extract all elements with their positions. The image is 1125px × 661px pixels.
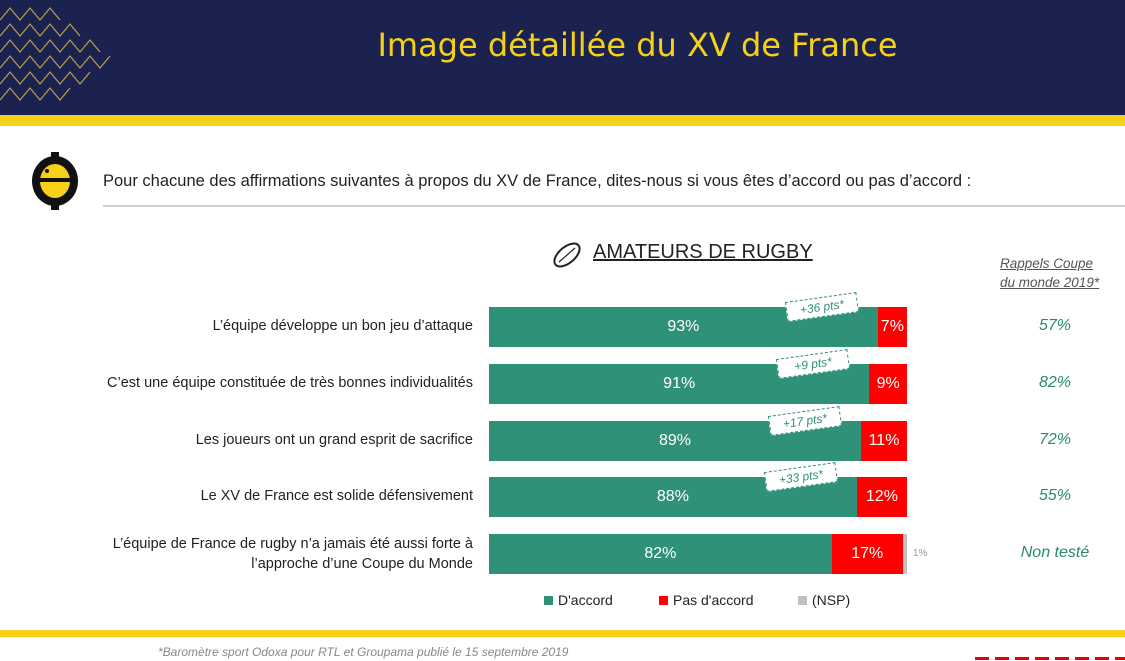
bar-pas-accord: 11% (861, 421, 907, 461)
bar-value-label: 93% (667, 318, 700, 335)
question-divider (103, 205, 1125, 207)
header-accent-band (0, 115, 1125, 126)
bar-value-label: 9% (876, 375, 900, 392)
rappel-header-line2: du monde 2019* (1000, 275, 1100, 290)
row-label: Les joueurs ont un grand esprit de sacri… (195, 432, 473, 448)
rappel-value: 57% (1038, 317, 1072, 334)
row-label: C’est une équipe constituée de très bonn… (107, 375, 473, 391)
rappel-header: Rappels Coupe du monde 2019* (1000, 254, 1099, 292)
rappel-value: 82% (1038, 374, 1072, 391)
row-label: Le XV de France est solide défensivement (200, 488, 473, 504)
bar-value-label: 17% (851, 545, 884, 562)
odoxa-logo-icon (32, 152, 78, 210)
bar-value-label: 91% (663, 375, 696, 392)
legend-swatch-nsp (798, 596, 807, 605)
legend-swatch-pas-accord (659, 596, 668, 605)
legend-label-nsp: (NSP) (812, 592, 851, 608)
bar-value-label: 12% (865, 488, 898, 505)
red-dashed-decoration (975, 657, 1125, 660)
bar-value-label: 88% (656, 488, 689, 505)
rappel-value: 55% (1038, 487, 1072, 504)
legend-label-accord: D'accord (558, 592, 613, 608)
bar-nsp (902, 534, 907, 574)
row-label: L’équipe développe un bon jeu d’attaque (212, 318, 473, 334)
source-footnote: *Baromètre sport Odoxa pour RTL et Group… (158, 645, 569, 659)
footer-accent-band (0, 630, 1125, 637)
row-label: L’équipe de France de rugby n’a jamais é… (112, 536, 473, 572)
bar-value-label: 82% (644, 545, 677, 562)
chevron-pattern-decoration (0, 7, 111, 101)
legend-nsp: (NSP) (798, 592, 850, 608)
bar-accord: 82% (489, 534, 832, 574)
rappel-header-line1: Rappels Coupe (1000, 256, 1094, 271)
segment-title: AMATEURS DE RUGBY (593, 241, 813, 263)
legend-accord: D'accord (544, 592, 613, 608)
bar-pas-accord: 7% (877, 307, 907, 347)
legend-label-pas-accord: Pas d'accord (673, 592, 754, 608)
survey-question: Pour chacune des affirmations suivantes … (103, 172, 972, 190)
rappel-value: Non testé (1020, 544, 1090, 561)
bar-pas-accord: 17% (831, 534, 903, 574)
header-banner: Image détaillée du XV de France (0, 0, 1125, 115)
rappel-value: 72% (1038, 431, 1072, 448)
legend-pas-accord: Pas d'accord (659, 592, 754, 608)
rugby-ball-icon (553, 242, 581, 268)
bar-value-label: 7% (880, 318, 904, 335)
bar-pas-accord: 12% (856, 477, 907, 517)
bar-value-label: 11% (868, 432, 900, 449)
page-title: Image détaillée du XV de France (377, 26, 898, 64)
bar-pas-accord: 9% (869, 364, 907, 404)
legend-swatch-accord (544, 596, 553, 605)
bar-value-label: 89% (658, 432, 692, 449)
nsp-value-label: 1% (913, 548, 928, 559)
